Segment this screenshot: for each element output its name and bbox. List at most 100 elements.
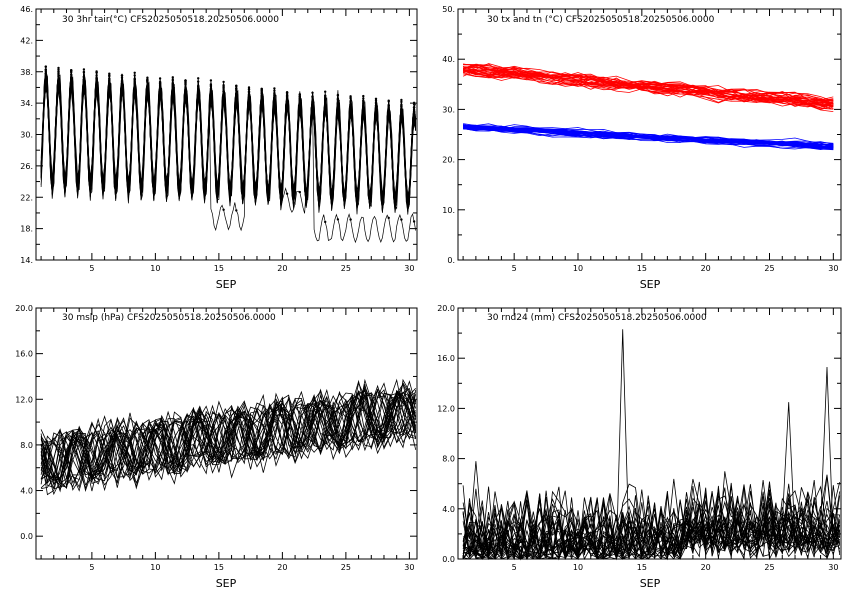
series-tn-line [463,125,834,149]
ytick-label: 0.0 [20,532,33,541]
tair-marker [95,71,98,75]
ytick-label: 34. [20,99,33,108]
ytick-label: 30. [20,131,33,140]
mslp-member-line [40,381,417,490]
tair-marker [285,91,289,94]
tair-marker [412,101,416,105]
tair-marker [209,85,213,88]
ytick-label: 40. [442,55,455,64]
tair-marker [374,102,378,105]
tair-member-line [40,74,417,208]
ytick-label: 8.0 [20,441,33,450]
tair-marker [247,88,251,91]
ytick-label: 12.0 [437,404,455,413]
tair-marker [400,98,403,102]
tair-marker [349,218,352,221]
xtick-label: 25 [764,563,774,572]
ytick-label: 16.0 [15,350,33,359]
tair-marker [412,220,416,223]
xtick-label: 30 [404,563,414,572]
ytick-label: 8.0 [442,455,455,464]
tair-marker [197,77,200,80]
rnd24-member-line [462,484,841,560]
series-tx-line [463,69,834,108]
xtick-label: 30 [828,264,838,273]
tair-marker [285,192,289,195]
tair-marker [70,69,73,73]
xtick-label: 10 [150,563,160,572]
panel-mslp-xlabel: SEP [216,577,237,590]
xtick-label: 5 [89,563,94,572]
ytick-label: 0. [447,256,455,265]
series-tx-line [463,69,834,105]
panel-rnd24-series [462,329,841,561]
panel-mslp-ticks: 5 10 15 20 25 30 0.0 4.0 8.0 12.0 16.0 20.0 [15,304,417,572]
xtick-label: 15 [214,563,224,572]
rnd24-member-line [462,490,841,561]
ytick-label: 30. [442,105,455,114]
panel-rnd24-title: 30 rnd24 (mm) CFS2025050518.20250506.000… [487,313,707,323]
tair-marker [285,95,289,99]
tair-marker [400,218,403,221]
tair-marker [197,80,200,83]
rnd24-member-line [462,475,841,561]
tair-marker [82,70,86,74]
tair-marker [374,104,378,107]
tair-marker [158,84,162,87]
tair-marker [235,209,238,212]
rnd24-member-line [462,484,841,561]
xtick-label: 25 [341,264,351,273]
tair-marker [108,74,111,78]
tair-marker [362,106,365,110]
tair-marker [374,97,378,101]
tair-marker [133,74,136,77]
tair-marker [336,102,340,105]
panel-tair-ticks: 5 10 15 20 25 30 14. 18. 22. 26. 30. 34. 38. 42. 46. [20,5,417,273]
tair-marker [336,218,340,221]
xtick-label: 25 [341,563,351,572]
tair-marker [120,74,124,77]
tair-marker [324,90,327,93]
ytick-label: 22. [20,193,33,202]
xtick-label: 30 [404,264,414,273]
tair-marker [400,108,403,111]
ytick-label: 4.0 [20,487,33,496]
series-tn-line [463,126,834,147]
tair-marker [349,104,352,108]
tair-marker [108,72,111,75]
tair-marker [222,86,225,89]
tair-marker [349,96,352,100]
tair-marker [133,82,136,86]
panel-rnd24-xlabel: SEP [640,577,661,590]
tair-marker [222,84,225,87]
xtick-label: 10 [573,264,583,273]
ytick-label: 20.0 [437,304,455,313]
mslp-member-line [41,395,416,492]
xtick-label: 5 [512,563,517,572]
tair-marker [95,78,98,81]
tair-marker [235,95,238,99]
tair-marker [70,77,73,80]
panel-txtn-title: 30 tx and tn (°C) CFS2025050518.20250506… [487,15,715,25]
xtick-label: 20 [701,563,711,572]
tair-marker [108,81,111,85]
xtick-label: 30 [828,563,838,572]
xtick-label: 15 [637,264,647,273]
mslp-member-line [40,389,416,488]
ytick-label: 14. [20,256,33,265]
ytick-label: 16.0 [437,354,455,363]
tair-marker [222,80,225,84]
mslp-member-line [40,384,417,485]
panel-txtn-ticks: 5 10 15 20 25 30 0. 10. 20. 30. 40. 50. [442,5,841,273]
xtick-label: 25 [764,264,774,273]
tair-marker [184,79,187,82]
xtick-label: 20 [277,264,287,273]
tair-marker [273,89,276,93]
rnd24-member-line [462,482,841,560]
tair-marker [362,97,365,100]
rnd24-member-line [462,483,841,560]
ytick-label: 10. [442,206,455,215]
panel-mslp-title: 30 mslp (hPa) CFS2025050518.20250506.000… [62,313,276,323]
tair-marker [197,88,200,91]
